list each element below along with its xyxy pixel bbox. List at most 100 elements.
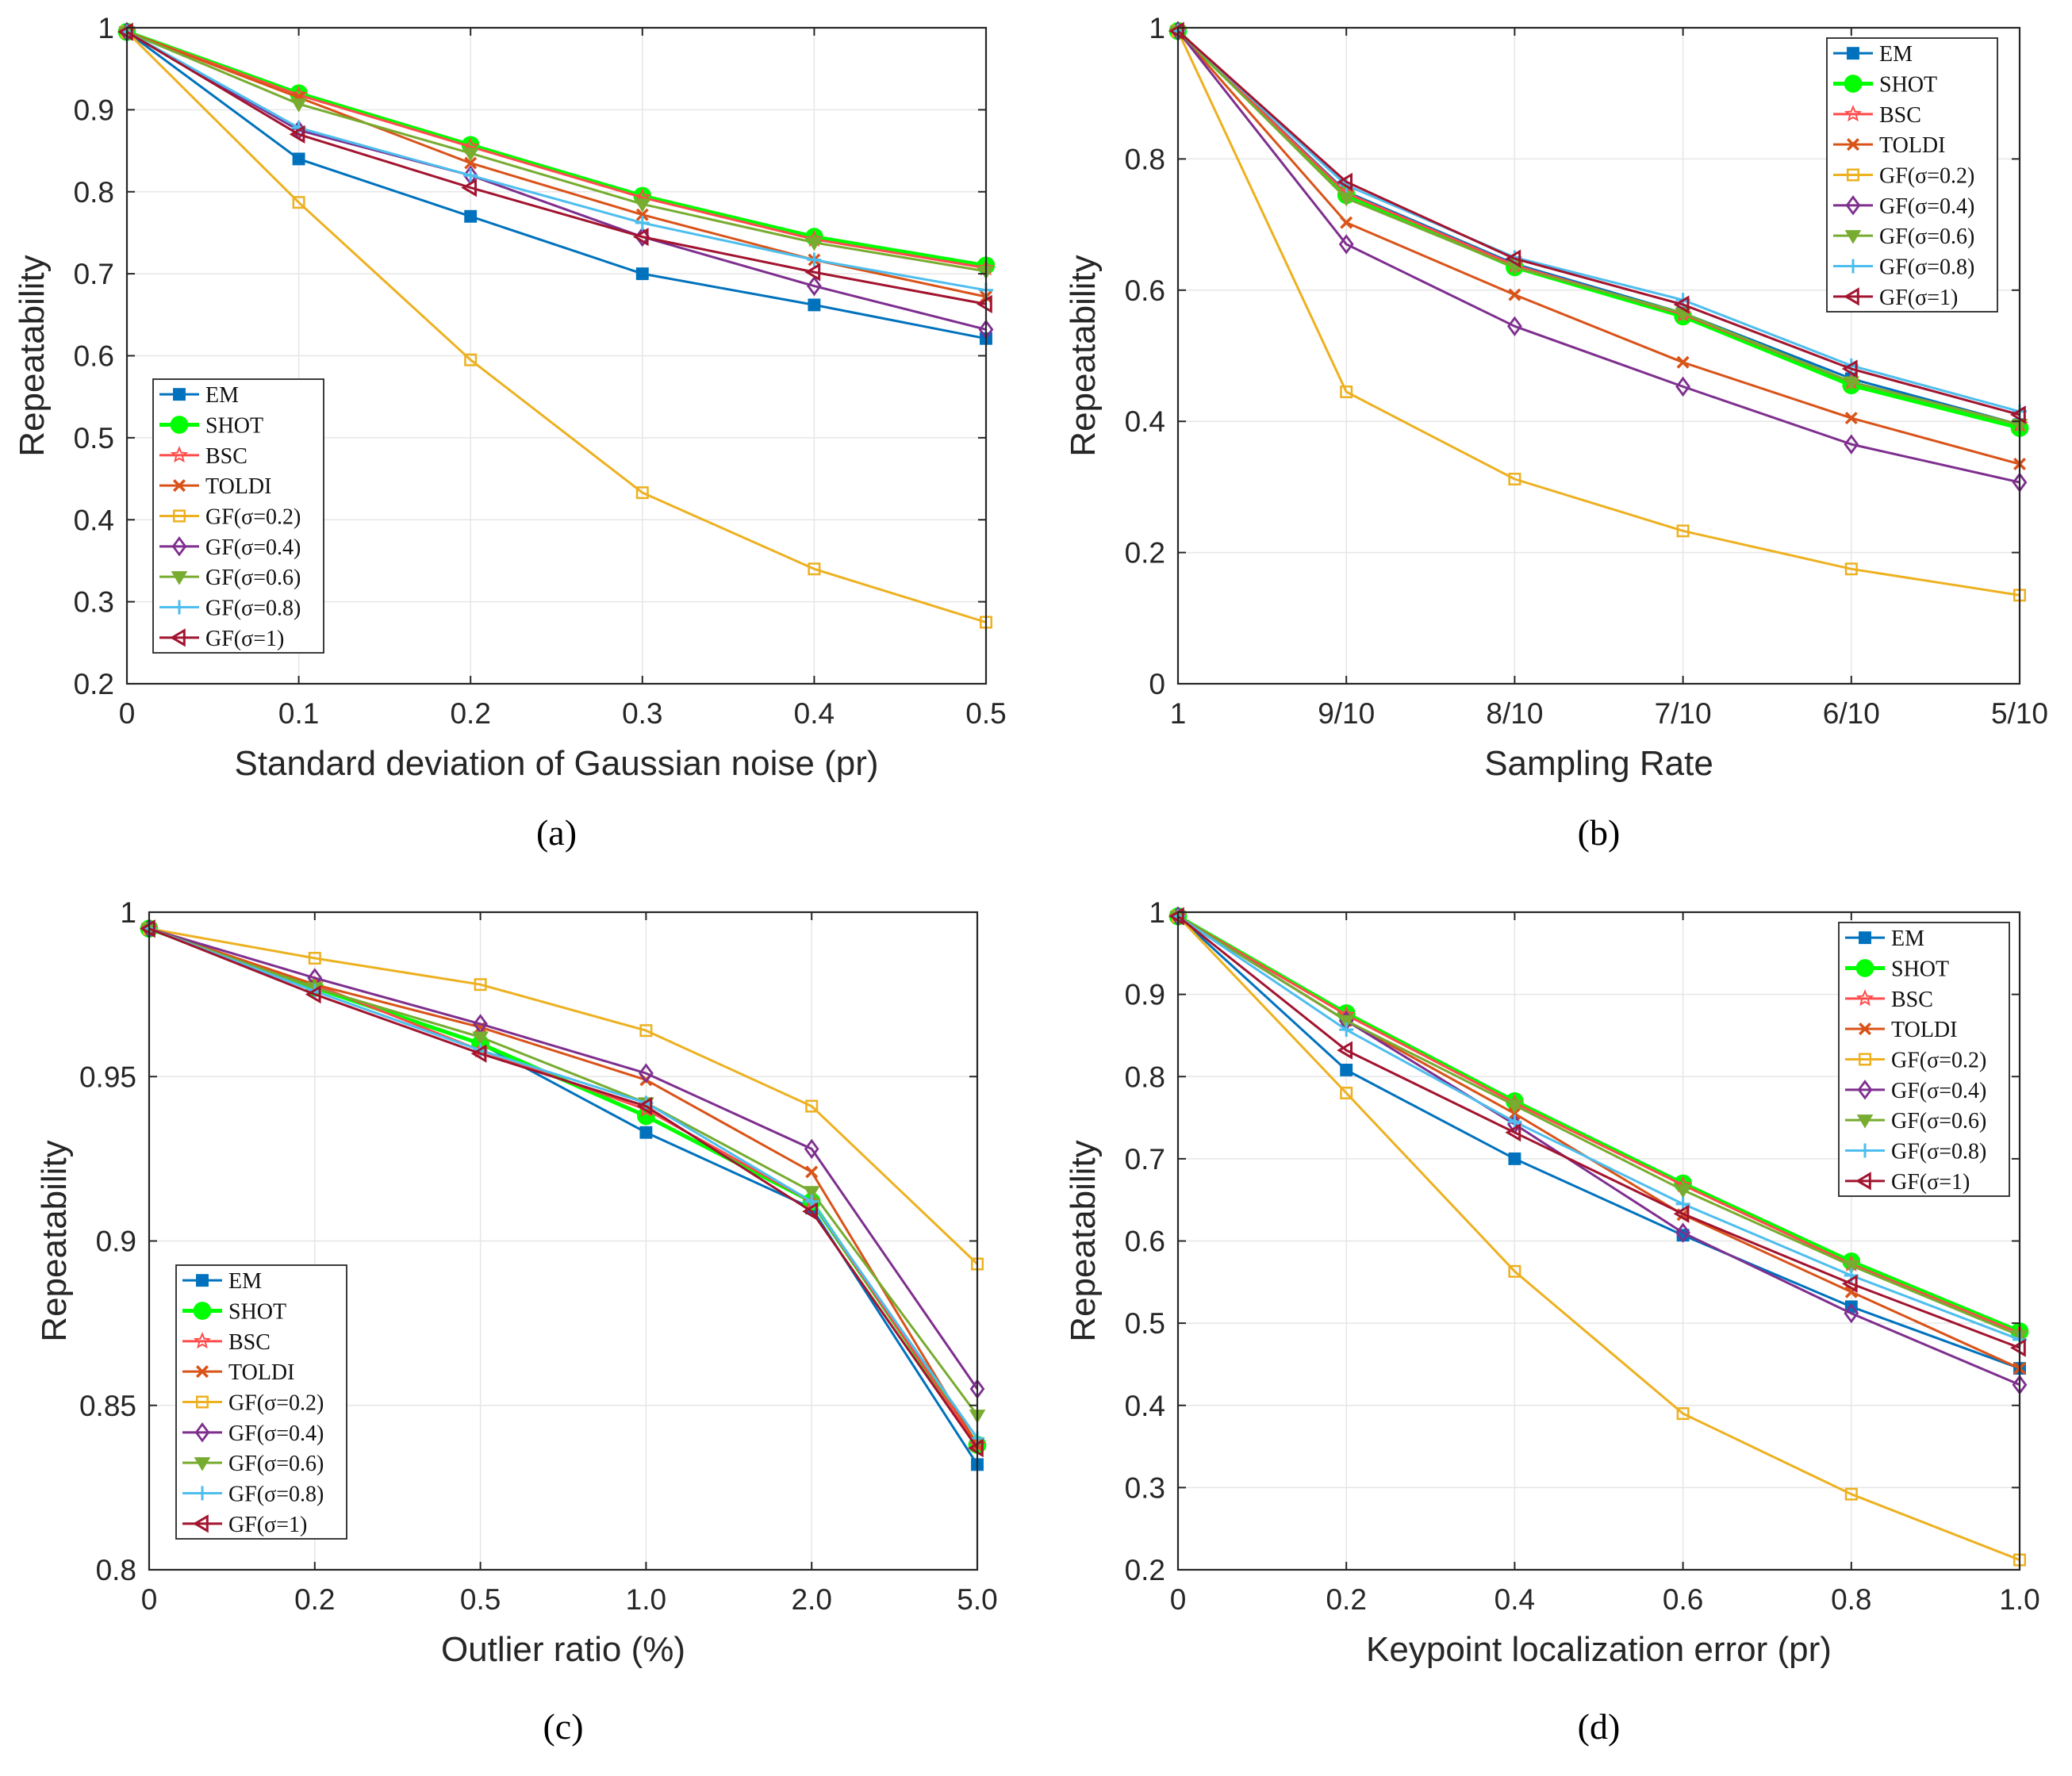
legend-marker (1844, 75, 1863, 93)
legend-entry-gf-sigma-0-6: GF(σ=0.6) (1845, 1109, 1986, 1133)
panel-a: 0 0.1 0.2 0.3 0.4 0.5 0.2 0.3 0.4 0.5 0.6 0.7 0.8 0.9… (13, 12, 1007, 853)
legend-label: GF(σ=1) (228, 1513, 307, 1537)
data-point-em (292, 152, 305, 166)
legend-marker (196, 1395, 209, 1409)
y-tick-label: 0.8 (96, 1554, 136, 1586)
legend-label: GF(σ=0.4) (205, 535, 301, 560)
legend-marker (1856, 1114, 1874, 1129)
axes-frame (1176, 26, 2021, 685)
y-tick-label: 0.7 (74, 258, 114, 290)
data-point-gf-sigma-0-6 (806, 236, 823, 251)
legend-entry-bsc: BSC (159, 444, 247, 469)
x-axis-label: Standard deviation of Gaussian noise (pr… (234, 744, 878, 783)
x-tick-label: 6/10 (1823, 697, 1880, 730)
legend-marker (172, 600, 186, 615)
y-tick-label: 0.6 (1125, 1226, 1165, 1258)
legend-entry-em: EM (1845, 926, 1924, 951)
data-point-gf-sigma-0-4 (1844, 434, 1859, 455)
series-line-em (1176, 915, 2020, 1370)
legend-marker (1847, 168, 1859, 182)
panel-d: 0 0.2 0.4 0.6 0.8 1.00.20.30.40.50.60.70.80.9… (1064, 896, 2040, 1747)
data-point-gf-sigma-0-4 (804, 1138, 819, 1160)
x-tick-label: 0.2 (294, 1583, 335, 1616)
data-point-gf-sigma-0-2 (308, 952, 321, 965)
data-point-gf-sigma-1 (305, 985, 321, 1004)
legend-entry-shot: SHOT (1833, 73, 1937, 98)
data-point-gf-sigma-0-8 (635, 216, 650, 231)
data-point-gf-sigma-1 (2010, 405, 2026, 424)
legend-label: SHOT (228, 1300, 286, 1325)
legend-label: TOLDI (1879, 133, 1945, 158)
data-point-gf-sigma-1 (1673, 295, 1690, 314)
legend-entry-gf-sigma-0-8: GF(σ=0.8) (1845, 1140, 1986, 1164)
series-line-gf-sigma-0-8 (1176, 29, 2020, 413)
data-point-gf-sigma-1 (470, 1044, 487, 1063)
series-line-gf-sigma-0-8 (1177, 915, 2020, 1341)
legend-marker (171, 536, 187, 557)
legend-entry-gf-sigma-0-4: GF(σ=0.4) (159, 535, 301, 560)
x-tick-label: 0.3 (622, 697, 662, 730)
data-point-gf-sigma-1 (117, 22, 133, 41)
x-tick-label: 2.0 (791, 1583, 831, 1616)
legend-marker (196, 1365, 209, 1379)
data-point-gf-sigma-0-6 (290, 98, 307, 113)
legend-marker (194, 1457, 211, 1471)
legend-label: TOLDI (1891, 1018, 1957, 1042)
series-line-gf-sigma-0-4 (148, 927, 979, 1390)
legend-marker (1855, 989, 1874, 1007)
panel-caption: (c) (543, 1706, 583, 1747)
legend-marker (196, 1274, 209, 1287)
legend-entry-shot: SHOT (182, 1300, 286, 1325)
y-tick-label: 0.9 (96, 1226, 136, 1258)
legend-entry-gf-sigma-0-2: GF(σ=0.2) (182, 1391, 324, 1416)
legend-label: GF(σ=0.6) (228, 1452, 324, 1476)
legend-label: SHOT (205, 414, 263, 439)
series-line-gf-sigma-0-8 (148, 927, 979, 1440)
data-point-gf-sigma-1 (802, 1202, 818, 1221)
series-gf-sigma-1 (1168, 21, 2026, 424)
legend: EM SHOT BSC TOLDI GF(σ=0.2) GF(σ=0.4) GF(σ=0.6… (152, 378, 324, 654)
y-tick-label: 0.7 (1125, 1143, 1165, 1176)
series-gf-sigma-1 (140, 919, 984, 1458)
series-line-gf-sigma-0-2 (148, 927, 979, 1265)
x-tick-label: 0.6 (1663, 1583, 1703, 1616)
legend-marker (193, 1332, 212, 1349)
y-tick-label: 1 (1149, 12, 1165, 44)
data-point-gf-sigma-0-6 (634, 198, 651, 213)
legend: EM SHOT BSC TOLDI GF(σ=0.2) GF(σ=0.4) GF(σ=0.6… (175, 1264, 347, 1540)
series-line-gf-sigma-0-2 (1176, 915, 2020, 1561)
data-point-gf-sigma-1 (977, 294, 992, 313)
legend-entry-gf-sigma-0-8: GF(σ=0.8) (159, 596, 301, 621)
legend-entry-em: EM (159, 383, 239, 408)
data-point-gf-sigma-0-2 (292, 196, 305, 209)
data-point-gf-sigma-0-4 (1507, 316, 1522, 336)
y-tick-label: 0.3 (74, 586, 114, 619)
data-point-toldi (1676, 355, 1690, 369)
legend-entry-gf-sigma-0-4: GF(σ=0.4) (182, 1421, 324, 1446)
series-gf-sigma-0-2 (143, 922, 984, 1271)
legend-label: GF(σ=0.2) (228, 1391, 324, 1416)
x-tick-label: 7/10 (1655, 697, 1712, 730)
x-tick-label: 0 (119, 697, 136, 730)
x-tick-label: 0 (141, 1583, 158, 1616)
legend-entry-gf-sigma-1: GF(σ=1) (1833, 286, 1958, 310)
legend-marker (195, 1486, 209, 1501)
data-point-gf-sigma-0-6 (462, 148, 479, 162)
legend-marker (1855, 959, 1874, 977)
legend-entry-shot: SHOT (1845, 957, 1949, 982)
data-point-em (1340, 1064, 1353, 1076)
data-point-gf-sigma-1 (1337, 1041, 1353, 1060)
data-point-gf-sigma-0-6 (1675, 1184, 1691, 1199)
legend-marker (1857, 1080, 1873, 1100)
legend-label: EM (205, 383, 239, 408)
legend-marker (173, 509, 186, 523)
data-point-gf-sigma-0-2 (808, 562, 821, 576)
y-tick-label: 0.5 (74, 422, 114, 455)
data-point-toldi (1844, 1285, 1858, 1298)
series-line-gf-sigma-1 (148, 927, 979, 1449)
legend-marker (173, 388, 186, 401)
data-point-gf-sigma-1 (968, 1439, 984, 1458)
y-tick-label: 0.9 (74, 94, 114, 126)
legend-label: GF(σ=0.6) (1891, 1109, 1986, 1133)
